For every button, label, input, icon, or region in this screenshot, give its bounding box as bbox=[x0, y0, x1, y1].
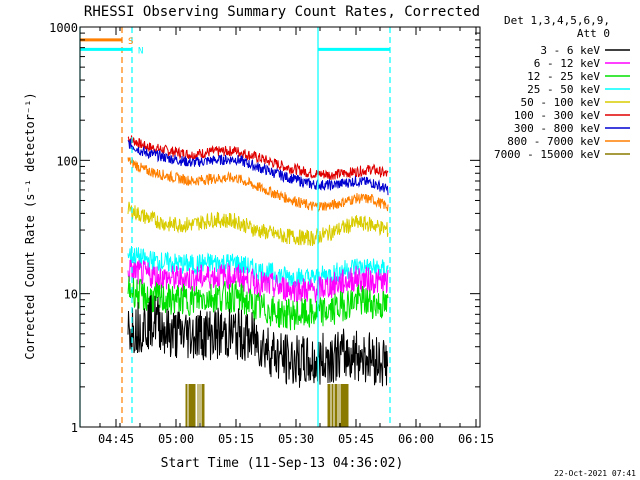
legend-header-1: Att 0 bbox=[577, 27, 610, 40]
x-tick-label-4: 05:45 bbox=[338, 432, 374, 446]
legend-label-5: 100 - 300 keV bbox=[514, 109, 600, 122]
y-tick-label-1: 10 bbox=[64, 288, 78, 302]
x-tick-label-0: 04:45 bbox=[98, 432, 134, 446]
legend-label-8: 7000 - 15000 keV bbox=[494, 148, 600, 161]
chart-title: RHESSI Observing Summary Count Rates, Co… bbox=[84, 4, 480, 20]
series-line-4 bbox=[127, 245, 389, 289]
generation-timestamp: 22-Oct-2021 07:41 bbox=[554, 469, 636, 478]
series-line-2 bbox=[127, 157, 389, 212]
legend-label-1: 6 - 12 keV bbox=[534, 57, 601, 70]
series-line-1 bbox=[127, 139, 389, 196]
series-line-5 bbox=[127, 258, 389, 304]
legend-header-0: Det 1,3,4,5,6,9, bbox=[504, 14, 610, 27]
axis-layer: 04:45 05:00 05:15 05:30 05:45 06:00 06:15 1 10 10… bbox=[49, 21, 494, 446]
x-tick-label-6: 06:15 bbox=[458, 432, 494, 446]
legend-label-2: 12 - 25 keV bbox=[527, 70, 600, 83]
series-line-6 bbox=[127, 276, 389, 331]
series-line-3 bbox=[127, 201, 389, 247]
legend-label-4: 50 - 100 keV bbox=[521, 96, 601, 109]
flag-label-0: S bbox=[128, 37, 133, 47]
series-layer bbox=[127, 135, 389, 427]
legend-label-0: 3 - 6 keV bbox=[540, 44, 600, 57]
x-tick-label-3: 05:30 bbox=[278, 432, 314, 446]
x-axis-label: Start Time (11-Sep-13 04:36:02) bbox=[161, 456, 404, 471]
legend-label-3: 25 - 50 keV bbox=[527, 83, 600, 96]
y-axis-label: Corrected Count Rate (s⁻¹ detector⁻¹) bbox=[23, 92, 37, 359]
burst-1 bbox=[327, 384, 349, 427]
legend-label-6: 300 - 800 keV bbox=[514, 122, 600, 135]
y-tick-label-2: 100 bbox=[56, 154, 78, 168]
x-tick-label-2: 05:15 bbox=[218, 432, 254, 446]
series-line-7 bbox=[127, 294, 388, 388]
flag-label-1: N bbox=[138, 46, 143, 56]
x-tick-label-5: 06:00 bbox=[398, 432, 434, 446]
legend-label-7: 800 - 7000 keV bbox=[507, 135, 600, 148]
burst-0 bbox=[185, 384, 205, 427]
x-tick-label-1: 05:00 bbox=[158, 432, 194, 446]
y-tick-label-0: 1 bbox=[71, 421, 78, 435]
series-line-0 bbox=[127, 135, 389, 181]
y-tick-label-3: 1000 bbox=[49, 21, 78, 35]
